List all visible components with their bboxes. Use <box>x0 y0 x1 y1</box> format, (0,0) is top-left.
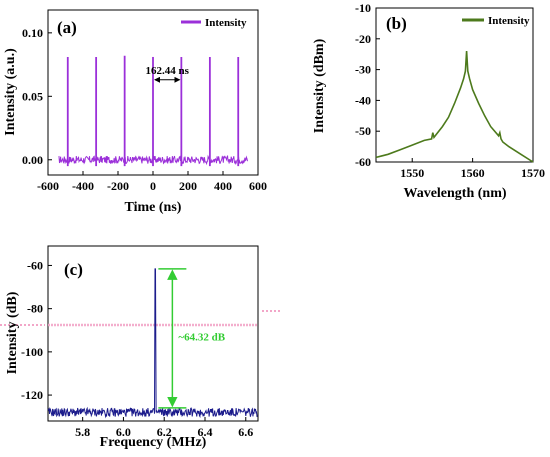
x-tick-label: -600 <box>37 179 59 193</box>
y-tick-labels: 0.00 0.05 0.10 <box>22 26 43 167</box>
y-tick-label: -50 <box>355 124 371 138</box>
x-tick-label: 6.6 <box>238 425 253 439</box>
chart-panel-a: (a) Intensity 162.44 ns -600 -400 -200 0 200… <box>3 9 267 215</box>
dynamic-range-annotation <box>158 268 187 409</box>
y-tick-label: -80 <box>27 302 43 316</box>
chart-panel-c: ~64.32 dB (c) 5.8 6.0 6.2 6.4 6.6 -120 -100 -8… <box>0 245 282 450</box>
x-tick-label: 5.8 <box>75 425 90 439</box>
x-tick-label: 600 <box>249 179 267 193</box>
legend-label: Intensity <box>488 15 530 27</box>
series-line <box>47 268 258 419</box>
x-tick-label: 6.2 <box>157 425 172 439</box>
tick-marks <box>47 32 259 175</box>
y-tick-label: -100 <box>21 345 43 359</box>
x-axis-label: Time (ns) <box>125 200 182 215</box>
y-tick-label: -60 <box>27 258 43 272</box>
y-tick-label: -30 <box>355 63 371 77</box>
x-axis-label: Frequency (MHz) <box>100 435 207 450</box>
y-axis-label: Intensity (dB) <box>5 291 20 374</box>
y-axis-label: Intensity (a.u.) <box>3 48 18 136</box>
y-tick-label: 0.10 <box>22 26 43 40</box>
panel-label: (a) <box>57 18 77 37</box>
x-tick-label: 1570 <box>521 166 545 180</box>
y-tick-label: -10 <box>355 1 371 15</box>
x-tick-label: 0 <box>150 179 156 193</box>
x-tick-label: -400 <box>72 179 94 193</box>
plot-frame <box>375 7 534 163</box>
period-annotation: 162.44 ns <box>146 65 190 77</box>
x-tick-label: 1560 <box>461 166 485 180</box>
y-tick-labels: -120 -100 -80 -60 <box>21 258 43 402</box>
y-tick-label: 0.00 <box>22 153 43 167</box>
x-tick-labels: -600 -400 -200 0 200 400 600 <box>37 179 267 193</box>
x-tick-label: 1550 <box>400 166 424 180</box>
x-axis-label: Wavelength (nm) <box>403 186 506 201</box>
x-tick-label: 400 <box>214 179 232 193</box>
y-tick-label: -120 <box>21 388 43 402</box>
y-tick-label: -40 <box>355 93 371 107</box>
panel-label: (b) <box>386 14 407 33</box>
x-tick-labels: 5.8 6.0 6.2 6.4 6.6 <box>75 425 253 439</box>
y-axis-label: Intensity (dBm) <box>312 38 327 133</box>
y-tick-label: -60 <box>355 155 371 169</box>
tick-marks <box>48 264 247 421</box>
chart-panel-b: (b) Intensity 1550 1560 1570 -60-50-40-30-… <box>312 1 545 201</box>
panel-label: (c) <box>64 260 83 279</box>
x-tick-label: -200 <box>107 179 129 193</box>
y-tick-label: 0.05 <box>22 89 43 103</box>
tick-marks <box>376 7 534 163</box>
x-tick-label: 200 <box>179 179 197 193</box>
x-tick-labels: 1550 1560 1570 <box>400 166 545 180</box>
y-tick-labels: -60 -50 -40 -30 -20 -10 <box>355 1 371 169</box>
dynamic-range-label: ~64.32 dB <box>178 332 225 344</box>
x-tick-label: 6.4 <box>197 425 212 439</box>
pulse-group <box>66 55 240 167</box>
x-tick-label: 6.0 <box>116 425 131 439</box>
plot-frame <box>47 245 259 422</box>
y-tick-label: -20 <box>355 32 371 46</box>
legend-label: Intensity <box>205 17 247 29</box>
series-line <box>375 51 534 163</box>
